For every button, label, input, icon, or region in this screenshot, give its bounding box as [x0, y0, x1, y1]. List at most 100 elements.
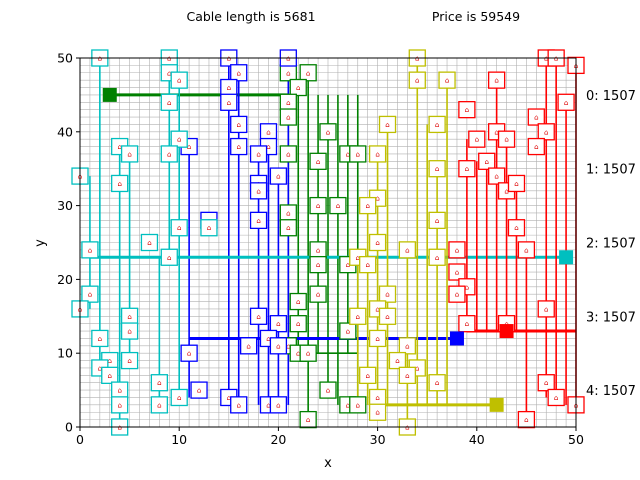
house-icon: ⌂	[286, 224, 290, 232]
house-icon: ⌂	[316, 202, 320, 210]
substation-marker	[449, 331, 464, 346]
house-icon: ⌂	[435, 165, 439, 173]
house-marker: ⌂	[339, 322, 357, 340]
house-marker: ⌂	[259, 123, 278, 141]
house-icon: ⌂	[236, 401, 240, 409]
house-icon: ⌂	[534, 143, 538, 151]
y-tick-label: 50	[57, 51, 73, 66]
house-marker: ⌂	[378, 115, 397, 134]
house-icon: ⌂	[236, 143, 240, 151]
house-marker: ⌂	[269, 396, 288, 414]
house-marker: ⌂	[170, 388, 188, 407]
house-marker: ⌂	[239, 337, 258, 355]
house-icon: ⌂	[296, 350, 300, 358]
house-icon: ⌂	[187, 143, 191, 151]
house-icon: ⌂	[465, 320, 469, 328]
house-icon: ⌂	[207, 224, 211, 232]
cable-length-title: Cable length is 5681	[186, 9, 315, 24]
house-icon: ⌂	[385, 121, 389, 129]
house-icon: ⌂	[167, 150, 171, 158]
house-marker: ⌂	[359, 255, 377, 274]
house-marker: ⌂	[120, 307, 139, 325]
house-icon: ⌂	[286, 99, 290, 107]
house-icon: ⌂	[286, 69, 290, 77]
house-marker: ⌂	[378, 285, 397, 303]
x-tick-label: 50	[568, 432, 584, 447]
house-marker: ⌂	[309, 241, 327, 259]
house-markers: ⌂ ⌂ ⌂ ⌂ ⌂ ⌂ ⌂ ⌂ ⌂ ⌂ ⌂ ⌂ ⌂ ⌂ ⌂ ⌂ ⌂ ⌂ ⌂ ⌂ ⌂ ⌂ ⌂ ⌂ ⌂ ⌂ ⌂ ⌂ ⌂ ⌂ ⌂ ⌂ ⌂ ⌂ ⌂ ⌂ ⌂ ⌂ ⌂ ⌂…	[71, 49, 585, 436]
right-side-labels: 0: 1507 1: 1507 2: 1507 3: 1507 4: 1507	[586, 89, 636, 399]
house-marker: ⌂	[349, 145, 367, 163]
house-marker: ⌂	[150, 374, 169, 392]
house-icon: ⌂	[246, 342, 250, 350]
house-icon: ⌂	[494, 173, 498, 181]
x-tick-label: 20	[270, 432, 286, 447]
house-icon: ⌂	[375, 239, 379, 247]
house-icon: ⌂	[276, 320, 280, 328]
house-marker: ⌂	[269, 337, 288, 355]
house-icon: ⌂	[306, 350, 310, 358]
house-marker: ⌂	[289, 78, 307, 97]
house-icon: ⌂	[524, 246, 528, 254]
house-icon: ⌂	[187, 350, 191, 358]
y-tick-label: 0	[65, 420, 73, 435]
house-icon: ⌂	[236, 69, 240, 77]
house-marker: ⌂	[487, 167, 506, 185]
substation-marker	[489, 397, 504, 412]
house-marker: ⌂	[81, 241, 99, 259]
y-tick-label: 20	[57, 272, 73, 287]
house-marker: ⌂	[547, 388, 565, 407]
house-marker: ⌂	[111, 396, 129, 414]
substation-marker	[499, 324, 514, 339]
house-icon: ⌂	[286, 150, 290, 158]
house-icon: ⌂	[256, 313, 260, 321]
house-marker: ⌂	[150, 396, 169, 414]
house-marker: ⌂	[428, 115, 446, 134]
house-marker: ⌂	[527, 137, 545, 156]
house-icon: ⌂	[455, 291, 459, 299]
y-tick-label: 10	[57, 346, 73, 361]
house-marker: ⌂	[458, 315, 476, 333]
house-marker: ⌂	[507, 174, 526, 193]
house-marker: ⌂	[349, 396, 367, 414]
house-icon: ⌂	[346, 150, 350, 158]
house-icon: ⌂	[395, 357, 399, 365]
house-marker: ⌂	[428, 211, 446, 230]
house-icon: ⌂	[514, 224, 518, 232]
house-icon: ⌂	[356, 313, 360, 321]
house-icon: ⌂	[117, 387, 121, 395]
house-marker: ⌂	[230, 137, 248, 156]
house-marker: ⌂	[537, 300, 555, 318]
house-marker: ⌂	[120, 351, 139, 370]
house-marker: ⌂	[120, 322, 139, 340]
house-icon: ⌂	[326, 387, 330, 395]
substation-markers	[102, 87, 574, 412]
house-marker: ⌂	[309, 285, 327, 303]
house-icon: ⌂	[475, 136, 479, 144]
x-tick-label: 30	[370, 432, 386, 447]
house-marker: ⌂	[448, 285, 466, 303]
house-icon: ⌂	[127, 313, 131, 321]
house-icon: ⌂	[365, 202, 369, 210]
house-marker: ⌂	[170, 130, 188, 148]
house-icon: ⌂	[316, 291, 320, 299]
house-marker: ⌂	[329, 196, 347, 215]
house-marker: ⌂	[517, 241, 536, 259]
house-icon: ⌂	[266, 335, 270, 343]
house-marker: ⌂	[458, 160, 476, 178]
house-icon: ⌂	[346, 261, 350, 269]
house-marker: ⌂	[438, 71, 456, 89]
right-label: 0: 1507	[586, 89, 636, 104]
house-icon: ⌂	[227, 99, 231, 107]
house-icon: ⌂	[326, 128, 330, 136]
house-icon: ⌂	[227, 394, 231, 402]
house-marker: ⌂	[378, 307, 397, 325]
house-icon: ⌂	[306, 416, 310, 424]
house-marker: ⌂	[120, 145, 139, 163]
house-marker: ⌂	[537, 123, 555, 141]
house-marker: ⌂	[398, 366, 417, 384]
house-marker: ⌂	[299, 64, 317, 82]
house-icon: ⌂	[88, 291, 92, 299]
house-marker: ⌂	[289, 292, 307, 311]
house-marker: ⌂	[230, 396, 248, 414]
